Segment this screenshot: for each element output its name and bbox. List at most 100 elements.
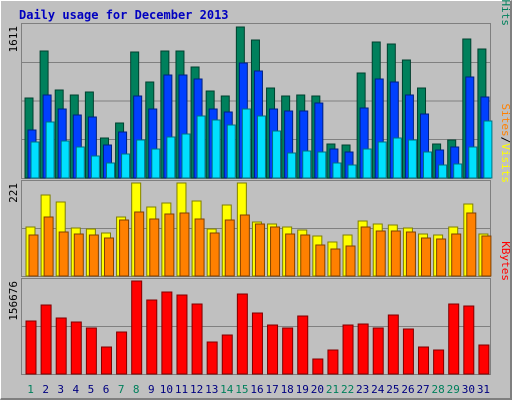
bar-kbytes — [161, 291, 173, 375]
day-label: 12 — [190, 383, 203, 396]
day-label: 6 — [103, 383, 110, 396]
bar-kbytes — [40, 304, 52, 375]
bar-pages — [226, 124, 236, 179]
bar-sites — [28, 234, 39, 277]
bar-pages — [196, 115, 206, 179]
bar-kbytes — [372, 327, 384, 375]
day-label: 9 — [148, 383, 155, 396]
bar-kbytes — [25, 320, 37, 375]
bar-sites — [390, 230, 401, 277]
day-label: 27 — [416, 383, 429, 396]
bar-pages — [136, 139, 146, 179]
max-value-label: 1611 — [7, 26, 20, 53]
bar-pages — [60, 140, 70, 179]
bar-pages — [317, 151, 327, 179]
bar-sites — [134, 211, 145, 277]
bar-sites — [73, 233, 84, 277]
bar-sites — [375, 230, 386, 277]
day-label: 23 — [356, 383, 369, 396]
legend-entry: Sites — [499, 104, 512, 137]
bar-kbytes — [463, 305, 475, 375]
day-label: 25 — [386, 383, 399, 396]
bar-sites — [179, 212, 190, 277]
bar-sites — [466, 212, 477, 277]
bar-pages — [166, 136, 176, 179]
bar-sites — [239, 214, 250, 277]
legend-visits-sites: Sites/Visits — [499, 104, 512, 184]
bar-pages — [332, 162, 342, 179]
bar-sites — [164, 213, 175, 277]
chart-title: Daily usage for December 2013 — [19, 8, 229, 22]
bar-kbytes — [448, 303, 460, 375]
bar-sites — [149, 218, 160, 277]
day-label: 7 — [118, 383, 125, 396]
day-label: 18 — [281, 383, 294, 396]
legend-entry: KBytes — [499, 241, 512, 281]
bar-pages — [256, 115, 266, 179]
bar-pages — [105, 162, 115, 179]
bar-kbytes — [55, 317, 67, 375]
bar-kbytes — [433, 349, 445, 375]
day-label: 28 — [432, 383, 445, 396]
legend-kbytes: KBytes — [499, 241, 512, 281]
bar-pages — [45, 121, 55, 179]
bar-pages — [453, 163, 463, 179]
bar-kbytes — [282, 327, 294, 375]
bar-sites — [436, 238, 447, 277]
day-label: 26 — [401, 383, 414, 396]
bar-kbytes — [312, 358, 324, 375]
day-label: 16 — [250, 383, 263, 396]
bar-pages — [211, 119, 221, 179]
bar-sites — [481, 235, 492, 277]
day-label: 2 — [42, 383, 49, 396]
day-label: 30 — [462, 383, 475, 396]
bar-kbytes — [176, 294, 188, 375]
bar-kbytes — [100, 346, 112, 375]
day-label: 29 — [447, 383, 460, 396]
bar-pages — [30, 141, 40, 179]
legend-entry: Visits — [499, 143, 512, 183]
day-label: 11 — [175, 383, 188, 396]
bar-sites — [103, 237, 114, 277]
bar-pages — [407, 139, 417, 179]
day-label: 21 — [326, 383, 339, 396]
bar-pages — [483, 120, 493, 179]
bar-kbytes — [342, 324, 354, 375]
bar-pages — [438, 164, 448, 179]
bar-pages — [151, 148, 161, 179]
bar-pages — [75, 146, 85, 179]
bar-sites — [119, 219, 130, 277]
bar-sites — [194, 218, 205, 277]
day-label: 20 — [311, 383, 324, 396]
bar-sites — [345, 245, 356, 277]
bar-sites — [315, 244, 326, 277]
bar-sites — [360, 226, 371, 277]
bar-pages — [181, 133, 191, 179]
bar-sites — [330, 248, 341, 277]
bar-pages — [468, 146, 478, 179]
day-label: 10 — [160, 383, 173, 396]
day-label: 8 — [133, 383, 140, 396]
max-value-label: 221 — [7, 183, 20, 203]
bar-sites — [285, 233, 296, 277]
bar-sites — [270, 226, 281, 277]
bar-kbytes — [251, 312, 263, 375]
bar-sites — [451, 233, 462, 277]
bar-kbytes — [191, 303, 203, 375]
bar-sites — [209, 232, 220, 277]
bar-kbytes — [146, 299, 158, 375]
bar-sites — [300, 234, 311, 277]
day-label: 24 — [371, 383, 385, 396]
day-label: 31 — [477, 383, 490, 396]
bar-pages — [302, 150, 312, 179]
bar-kbytes — [357, 323, 369, 375]
bar-sites — [58, 231, 69, 277]
day-label: 3 — [57, 383, 64, 396]
bar-sites — [43, 216, 54, 277]
bar-kbytes — [131, 280, 143, 375]
bar-sites — [254, 223, 265, 277]
bar-kbytes — [418, 346, 430, 375]
day-label: 17 — [265, 383, 278, 396]
bar-kbytes — [478, 344, 490, 375]
